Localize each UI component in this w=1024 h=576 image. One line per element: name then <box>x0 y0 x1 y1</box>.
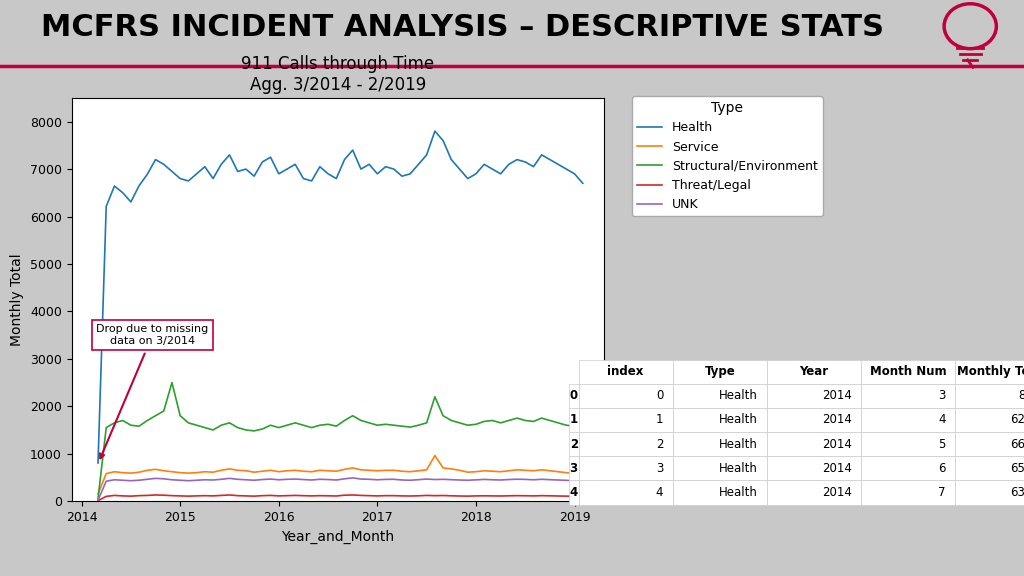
Threat/Legal <box>92 497 104 504</box>
Health <box>429 128 441 135</box>
Service <box>92 491 104 498</box>
Line: Health: Health <box>98 131 583 463</box>
Structural/Environment <box>404 424 417 431</box>
Text: Drop due to missing
data on 3/2014: Drop due to missing data on 3/2014 <box>96 324 209 458</box>
Line: UNK: UNK <box>98 478 583 500</box>
Y-axis label: Monthly Total: Monthly Total <box>10 253 25 346</box>
Health <box>231 168 244 175</box>
Health <box>174 175 186 182</box>
UNK <box>256 476 268 483</box>
Structural/Environment <box>223 419 236 426</box>
UNK <box>404 477 417 484</box>
UNK <box>248 477 260 484</box>
Service <box>256 468 268 475</box>
Health <box>215 161 227 168</box>
Line: Threat/Legal: Threat/Legal <box>98 495 583 501</box>
Line: Structural/Environment: Structural/Environment <box>98 382 583 499</box>
Threat/Legal <box>182 492 195 499</box>
Structural/Environment <box>256 426 268 433</box>
Structural/Environment <box>182 419 195 426</box>
Structural/Environment <box>577 424 589 431</box>
Service <box>174 469 186 476</box>
Service <box>231 467 244 473</box>
UNK <box>346 475 358 482</box>
UNK <box>215 476 227 483</box>
Structural/Environment <box>240 426 252 433</box>
Health <box>577 180 589 187</box>
Structural/Environment <box>264 422 276 429</box>
Threat/Legal <box>264 492 276 499</box>
Health <box>396 173 409 180</box>
Legend: Health, Service, Structural/Environment, Threat/Legal, UNK: Health, Service, Structural/Environment,… <box>632 96 822 217</box>
Threat/Legal <box>240 492 252 499</box>
Text: MCFRS INCIDENT ANALYSIS – DESCRIPTIVE STATS: MCFRS INCIDENT ANALYSIS – DESCRIPTIVE ST… <box>41 13 884 42</box>
Threat/Legal <box>256 492 268 499</box>
UNK <box>577 478 589 484</box>
Line: Service: Service <box>98 456 583 494</box>
Threat/Legal <box>223 491 236 498</box>
Health <box>92 460 104 467</box>
Service <box>215 467 227 473</box>
Threat/Legal <box>150 491 162 498</box>
Service <box>396 468 409 475</box>
Service <box>248 469 260 476</box>
UNK <box>92 497 104 503</box>
Service <box>577 471 589 478</box>
Threat/Legal <box>577 493 589 500</box>
UNK <box>231 476 244 483</box>
Structural/Environment <box>92 495 104 502</box>
X-axis label: Year_and_Month: Year_and_Month <box>282 529 394 544</box>
Health <box>248 173 260 180</box>
Service <box>429 452 441 459</box>
Health <box>256 158 268 165</box>
Threat/Legal <box>404 492 417 499</box>
Structural/Environment <box>166 379 178 386</box>
Title: 911 Calls through Time
Agg. 3/2014 - 2/2019: 911 Calls through Time Agg. 3/2014 - 2/2… <box>242 55 434 93</box>
UNK <box>174 477 186 484</box>
